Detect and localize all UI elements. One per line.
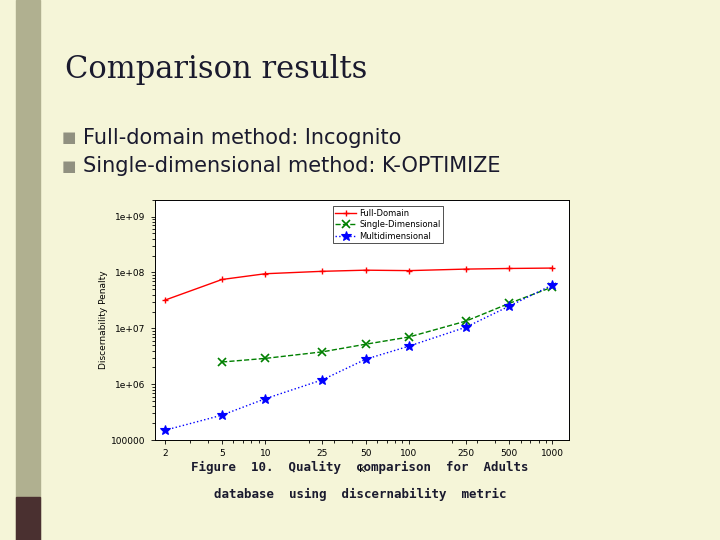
Text: Full-domain method: Incognito: Full-domain method: Incognito xyxy=(83,127,401,148)
Text: Figure  10.  Quality  comparison  for  Adults: Figure 10. Quality comparison for Adults xyxy=(192,461,528,474)
Line: Multidimensional: Multidimensional xyxy=(160,280,557,435)
Legend: Full-Domain, Single-Dimensional, Multidimensional: Full-Domain, Single-Dimensional, Multidi… xyxy=(333,206,444,244)
Line: Single-Dimensional: Single-Dimensional xyxy=(218,283,557,366)
Single-Dimensional xyxy=(548,284,557,290)
Text: ■: ■ xyxy=(61,130,76,145)
Line: Full-Domain: Full-Domain xyxy=(161,265,556,303)
Single-Dimensional xyxy=(318,349,327,355)
Text: ■: ■ xyxy=(61,159,76,174)
Full-Domain xyxy=(405,267,413,274)
Bar xyxy=(16,0,40,540)
Full-Domain xyxy=(462,266,470,272)
Full-Domain xyxy=(217,276,226,283)
Text: Comparison results: Comparison results xyxy=(65,54,367,85)
Full-Domain xyxy=(318,268,327,274)
Single-Dimensional xyxy=(261,355,269,362)
Multidimensional xyxy=(217,412,226,418)
Single-Dimensional xyxy=(405,334,413,340)
Full-Domain xyxy=(261,271,269,277)
Multidimensional xyxy=(548,282,557,288)
Full-Domain xyxy=(361,267,370,273)
Multidimensional xyxy=(261,395,269,402)
Single-Dimensional xyxy=(217,359,226,365)
Multidimensional xyxy=(161,427,169,434)
Single-Dimensional xyxy=(361,341,370,347)
Full-Domain xyxy=(548,265,557,271)
Single-Dimensional xyxy=(462,318,470,325)
Single-Dimensional xyxy=(505,300,513,307)
Full-Domain xyxy=(161,297,169,303)
Multidimensional xyxy=(318,376,327,383)
Bar xyxy=(16,497,40,540)
Multidimensional xyxy=(361,356,370,362)
X-axis label: k: k xyxy=(359,464,365,474)
Text: Single-dimensional method: K-OPTIMIZE: Single-dimensional method: K-OPTIMIZE xyxy=(83,156,500,177)
Multidimensional xyxy=(505,303,513,309)
Full-Domain xyxy=(505,265,513,272)
Y-axis label: Discernability Penalty: Discernability Penalty xyxy=(99,271,109,369)
Multidimensional xyxy=(405,343,413,349)
Multidimensional xyxy=(462,324,470,330)
Text: database  using  discernability  metric: database using discernability metric xyxy=(214,488,506,501)
